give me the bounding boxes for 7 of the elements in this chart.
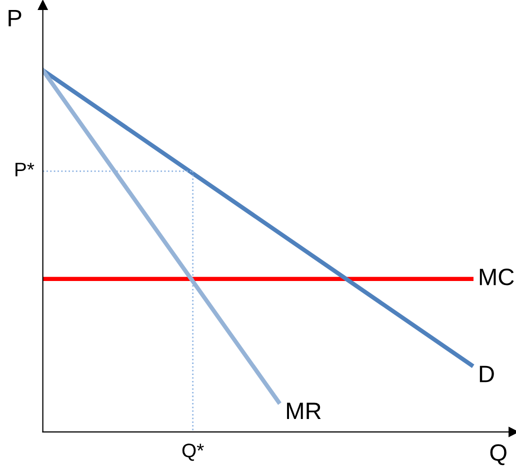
y-axis-title: P xyxy=(8,10,22,26)
series-label: D xyxy=(480,366,494,382)
series-label: MC xyxy=(480,268,514,286)
series-label: MR xyxy=(287,402,321,420)
text: P* xyxy=(16,162,34,176)
text: Q* xyxy=(182,444,204,461)
x-axis-title: Q xyxy=(490,444,506,466)
